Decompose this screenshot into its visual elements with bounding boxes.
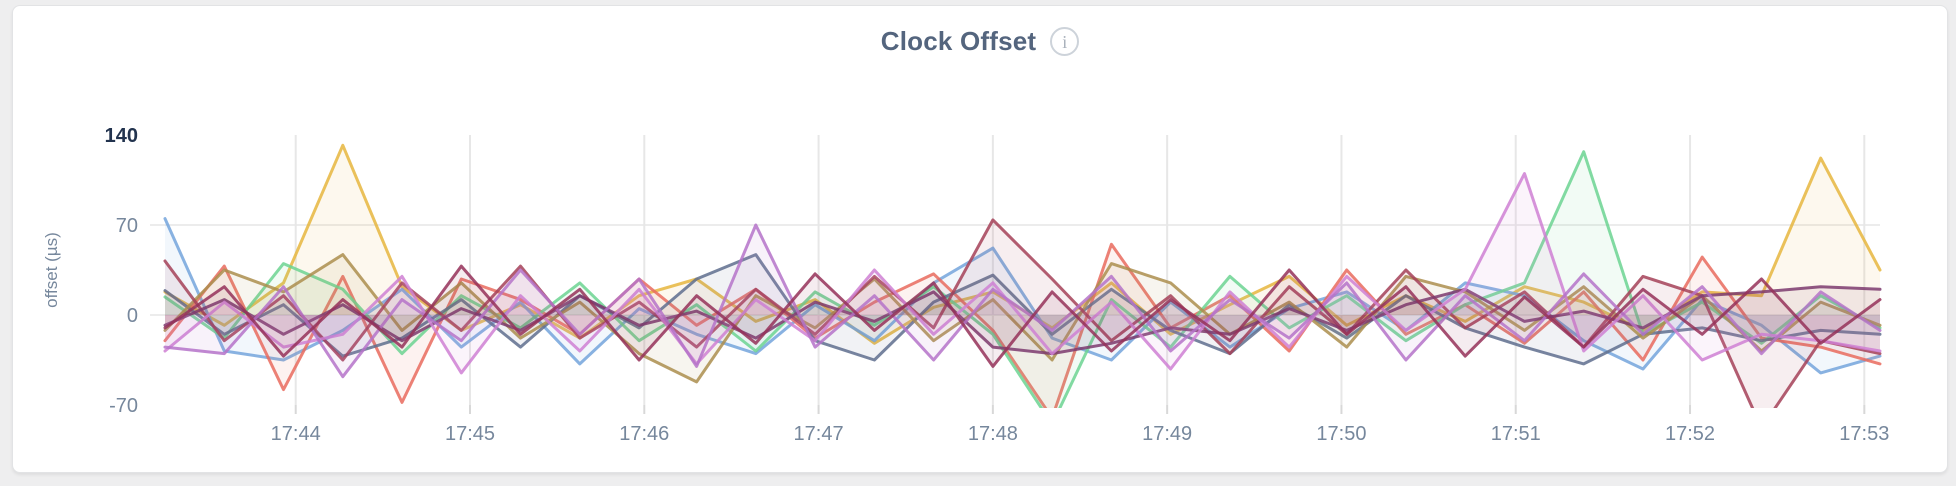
series-line-series-9: [163, 172, 1882, 375]
series-line-series-8: [163, 285, 1882, 356]
chart-card: [12, 5, 1948, 473]
y-axis-title: offset (µs): [42, 232, 61, 308]
x-tick-label: 17:44: [271, 423, 321, 445]
y-tick-label: -70: [109, 395, 138, 417]
series-area-series-3: [165, 244, 1880, 408]
series-line-series-2: [163, 217, 1882, 375]
chart-header: Clock Offset i: [12, 26, 1948, 57]
x-tick-label: 17:51: [1491, 423, 1541, 445]
x-tick-label: 17:50: [1316, 423, 1366, 445]
x-tick-label: 17:49: [1142, 423, 1192, 445]
series-area-series-11: [165, 266, 1880, 367]
series-area-series-1: [165, 145, 1880, 344]
x-tick-label: 17:46: [619, 423, 669, 445]
x-tick-label: 17:47: [794, 423, 844, 445]
info-icon[interactable]: i: [1050, 27, 1080, 56]
x-tick-label: 17:52: [1665, 423, 1715, 445]
x-tick-label: 17:53: [1839, 423, 1889, 445]
y-tick-label: 70: [116, 215, 138, 237]
series-area-series-4: [165, 151, 1880, 408]
series-area-series-10: [165, 225, 1880, 377]
series-line-series-5: [163, 253, 1882, 366]
series-line-series-3: [163, 242, 1882, 408]
x-tick-label: 17:48: [968, 423, 1018, 445]
series-group: [163, 143, 1882, 408]
series-line-series-11: [163, 264, 1882, 368]
y-tick-label: 140: [105, 125, 138, 147]
series-area-series-7: [165, 219, 1880, 408]
series-line-series-7: [163, 218, 1882, 408]
x-tick-label: 17:45: [445, 423, 495, 445]
info-icon-glyph: i: [1062, 31, 1068, 52]
y-tick-label: 0: [127, 305, 138, 327]
series-line-series-10: [163, 223, 1882, 379]
chart-title: Clock Offset: [880, 26, 1037, 56]
